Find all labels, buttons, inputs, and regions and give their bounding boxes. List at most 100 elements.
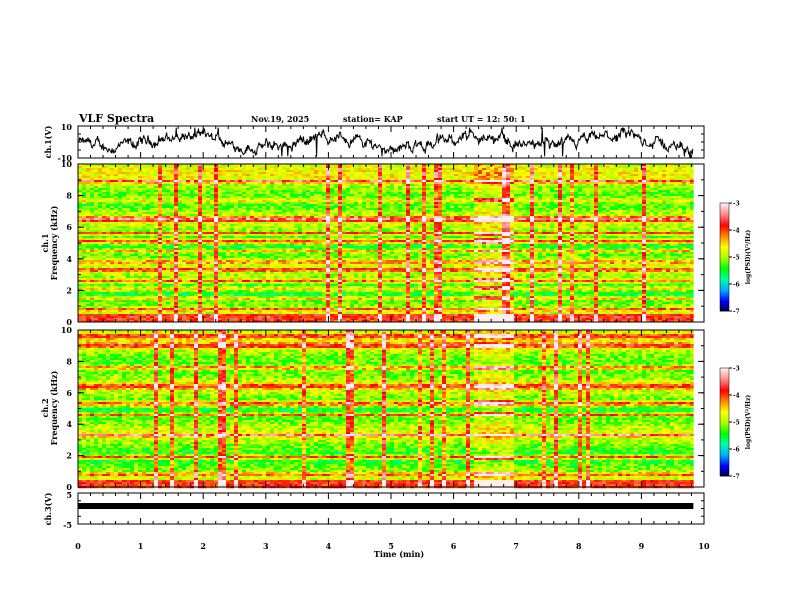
spectrogram-cell <box>474 194 478 196</box>
spectrogram-cell <box>594 168 598 170</box>
spectrogram-cell <box>222 194 226 196</box>
spectrogram-cell <box>170 188 174 190</box>
spectrogram-cell <box>658 206 662 208</box>
spectrogram-cell <box>266 210 270 212</box>
spectrogram-cell <box>402 170 406 172</box>
spectrogram-cell <box>98 196 102 198</box>
spectrogram-cell <box>98 182 102 184</box>
spectrogram-cell <box>506 180 510 182</box>
spectrogram-cell <box>486 182 490 184</box>
spectrogram-cell <box>246 172 250 174</box>
spectrogram-cell <box>114 168 118 170</box>
spectrogram-cell <box>186 206 190 208</box>
spectrogram-cell <box>298 184 302 186</box>
spectrogram-cell <box>538 196 542 198</box>
spectrogram-cell <box>518 166 522 168</box>
spectrogram-cell <box>426 188 430 190</box>
spectrogram-cell <box>330 168 334 170</box>
spectrogram-cell <box>614 176 618 178</box>
spectrogram-cell <box>410 172 414 174</box>
spectrogram-cell <box>206 184 210 186</box>
spectrogram-cell <box>302 210 306 212</box>
spectrogram-cell <box>534 196 538 198</box>
spectrogram-cell <box>550 184 554 186</box>
spectrogram-cell <box>382 196 386 198</box>
spectrogram-cell <box>306 204 310 206</box>
spectrogram-cell <box>386 216 390 218</box>
spectrogram-cell <box>270 174 274 176</box>
spectrogram-cell <box>174 198 178 200</box>
spectrogram-cell <box>486 170 490 172</box>
spectrogram-cell <box>246 196 250 198</box>
spectrogram-cell <box>126 196 130 198</box>
spectrogram-cell <box>478 194 482 196</box>
spectrogram-cell <box>262 204 266 206</box>
spectrogram-cell <box>346 186 350 188</box>
spectrogram-cell <box>294 208 298 210</box>
spectrogram-cell <box>522 214 526 216</box>
spectrogram-cell <box>294 226 298 228</box>
spectrogram-cell <box>174 170 178 172</box>
spectrogram-cell <box>314 208 318 210</box>
spectrogram-cell <box>290 168 294 170</box>
spectrogram-cell <box>594 194 598 196</box>
spectrogram-cell <box>658 180 662 182</box>
spectrogram-cell <box>378 206 382 208</box>
spectrogram-cell <box>454 188 458 190</box>
spectrogram-cell <box>342 208 346 210</box>
spectrogram-cell <box>206 224 210 226</box>
spectrogram-cell <box>342 176 346 178</box>
spectrogram-cell <box>106 224 110 226</box>
spectrogram-cell <box>522 204 526 206</box>
spectrogram-cell <box>166 198 170 200</box>
spectrogram-cell <box>578 212 582 214</box>
spectrogram-cell <box>238 182 242 184</box>
spectrogram-cell <box>86 192 90 194</box>
spectrogram-cell <box>242 166 246 168</box>
spectrogram-cell <box>618 180 622 182</box>
spectrogram-cell <box>486 214 490 216</box>
spectrogram-cell <box>274 188 278 190</box>
spectrogram-cell <box>318 200 322 202</box>
spectrogram-cell <box>274 192 278 194</box>
spectrogram-cell <box>350 210 354 212</box>
spectrogram-cell <box>546 180 550 182</box>
spectrogram-cell <box>638 198 642 200</box>
spectrogram-cell <box>486 196 490 198</box>
spectrogram-cell <box>466 198 470 200</box>
spectrogram-cell <box>618 218 622 220</box>
spectrogram-cell <box>98 210 102 212</box>
spectrogram-cell <box>514 194 518 196</box>
spectrogram-cell <box>234 200 238 202</box>
spectrogram-cell <box>434 176 438 178</box>
spectrogram-cell <box>170 190 174 192</box>
spectrogram-cell <box>414 206 418 208</box>
spectrogram-cell <box>158 208 162 210</box>
spectrogram-cell <box>366 186 370 188</box>
spectrogram-cell <box>674 186 678 188</box>
spectrogram-cell <box>162 226 166 228</box>
spectrogram-cell <box>394 192 398 194</box>
spectrogram-cell <box>266 218 270 220</box>
spectrogram-cell <box>586 206 590 208</box>
spectrogram-cell <box>486 200 490 202</box>
spectrogram-cell <box>306 170 310 172</box>
spectrogram-cell <box>306 166 310 168</box>
spectrogram-cell <box>346 222 350 224</box>
spectrogram-cell <box>582 212 586 214</box>
spectrogram-cell <box>130 184 134 186</box>
spectrogram-cell <box>94 172 98 174</box>
spectrogram-cell <box>542 206 546 208</box>
spectrogram-cell <box>382 174 386 176</box>
spectrogram-cell <box>354 196 358 198</box>
spectrogram-cell <box>186 204 190 206</box>
spectrogram-cell <box>194 202 198 204</box>
spectrogram-cell <box>358 184 362 186</box>
spectrogram-cell <box>222 192 226 194</box>
spectrogram-cell <box>574 178 578 180</box>
spectrogram-cell <box>462 224 466 226</box>
spectrogram-cell <box>214 186 218 188</box>
spectrogram-cell <box>470 198 474 200</box>
spectrogram-cell <box>86 214 90 216</box>
spectrogram-cell <box>154 198 158 200</box>
